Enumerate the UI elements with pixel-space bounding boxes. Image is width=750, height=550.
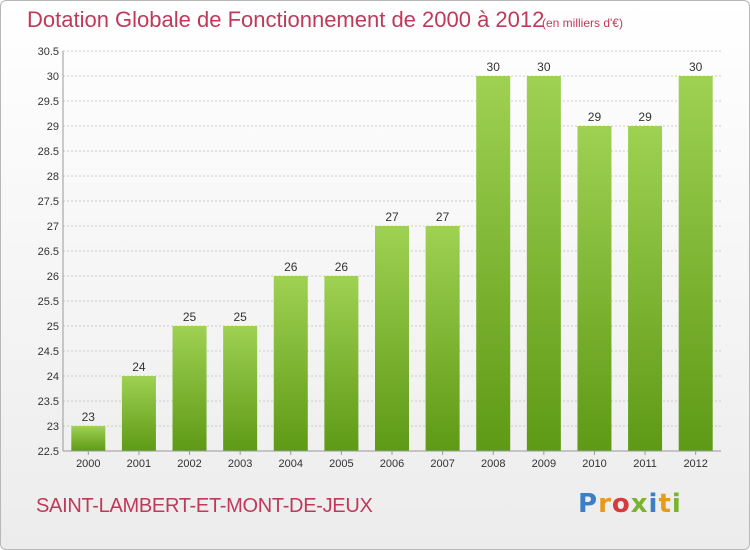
y-axis-tick-labels: 22.5 23 23.5 24 24.5 25 25.5 26 26.5 27 27.5 28 28.5… [38, 46, 59, 458]
data-label-2000: 23 [82, 410, 96, 424]
logo-letter: i [648, 489, 659, 519]
data-label-2009: 30 [537, 60, 551, 74]
bar-2007 [425, 226, 460, 451]
x-axis-tick-labels: 2000 2001 2002 2003 2004 2005 2006 2007 2008 2009… [76, 451, 708, 470]
chart-title: Dotation Globale de Fonctionnement de 20… [27, 7, 545, 32]
chart-subtitle: (en milliers d'€) [542, 16, 623, 30]
x-tick-label-2003: 2003 [228, 458, 252, 470]
x-tick-label-2005: 2005 [329, 458, 353, 470]
logo-letter: o [611, 489, 631, 519]
data-label-2004: 26 [284, 260, 298, 274]
y-tick-label: 30.5 [38, 46, 59, 58]
logo-letter: i [671, 489, 682, 519]
x-tick-label-2010: 2010 [582, 458, 606, 470]
bar-2000 [71, 426, 106, 451]
bar-2003 [223, 326, 258, 451]
x-tick-label-2011: 2011 [633, 458, 657, 470]
data-label-2003: 25 [233, 310, 247, 324]
x-tick-label-2004: 2004 [279, 458, 303, 470]
y-tick-label: 26.5 [38, 246, 59, 258]
data-label-2011: 29 [638, 110, 652, 124]
y-tick-label: 25 [47, 321, 59, 333]
bar-2005 [324, 276, 359, 451]
x-tick-label-2012: 2012 [683, 458, 707, 470]
data-label-2008: 30 [487, 60, 501, 74]
y-tick-label: 22.5 [38, 446, 59, 458]
data-label-2005: 26 [335, 260, 349, 274]
y-tick-label: 28 [47, 171, 59, 183]
y-tick-label: 25.5 [38, 296, 59, 308]
data-label-2001: 24 [132, 360, 146, 374]
y-tick-label: 27.5 [38, 196, 59, 208]
bar-2012 [678, 76, 713, 451]
logo-letter: x [630, 489, 649, 519]
logo-letter: P [578, 489, 599, 519]
bar-2010 [577, 126, 612, 451]
y-tick-label: 26 [47, 271, 59, 283]
y-tick-label: 24.5 [38, 346, 59, 358]
bar-2008 [476, 76, 511, 451]
x-tick-label-2009: 2009 [532, 458, 556, 470]
bar-2006 [375, 226, 409, 451]
bar-2004 [273, 276, 308, 451]
data-label-2002: 25 [183, 310, 197, 324]
y-tick-label: 29 [47, 121, 59, 133]
x-tick-label-2006: 2006 [380, 458, 404, 470]
data-label-2006: 27 [385, 210, 399, 224]
y-tick-label: 24 [47, 371, 59, 383]
y-tick-label: 27 [47, 221, 59, 233]
x-tick-label-2001: 2001 [127, 458, 151, 470]
proxiti-logo[interactable]: Proxiti [578, 489, 682, 519]
data-label-2012: 30 [689, 60, 703, 74]
x-tick-label-2007: 2007 [430, 458, 454, 470]
axes [62, 51, 721, 452]
y-tick-label: 23.5 [38, 396, 59, 408]
data-label-2010: 29 [588, 110, 602, 124]
x-tick-label-2008: 2008 [481, 458, 505, 470]
logo-letter: t [658, 489, 672, 519]
bar-2002 [172, 326, 207, 451]
data-labels: 23 24 25 25 26 26 27 27 30 30 29 29 30 [82, 60, 703, 424]
y-tick-label: 23 [47, 421, 59, 433]
x-tick-label-2000: 2000 [76, 458, 100, 470]
y-tick-label: 30 [47, 71, 59, 83]
logo-letter: r [598, 489, 612, 519]
place-name: SAINT-LAMBERT-ET-MONT-DE-JEUX [36, 495, 373, 517]
bar-2009 [526, 76, 561, 451]
bar-2001 [121, 376, 156, 451]
data-label-2007: 27 [436, 210, 450, 224]
y-tick-label: 29.5 [38, 96, 59, 108]
bars [71, 76, 713, 451]
x-tick-label-2002: 2002 [177, 458, 201, 470]
y-tick-label: 28.5 [38, 146, 59, 158]
bar-2011 [628, 126, 663, 451]
